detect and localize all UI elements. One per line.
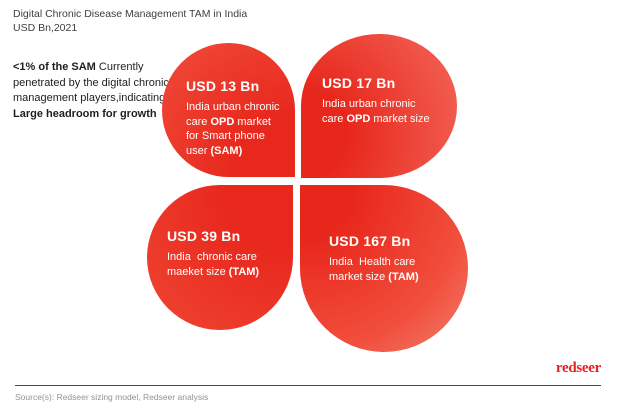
desc-segment-bold: (TAM) bbox=[388, 270, 419, 283]
petal-desc: India chronic care maeket size (TAM) bbox=[167, 250, 275, 279]
desc-segment: India Health care market size bbox=[329, 256, 419, 283]
petal-desc: India urban chronic care OPD market size bbox=[322, 97, 438, 126]
redseer-logo: redseer bbox=[555, 360, 601, 376]
petal-value: USD 13 Bn bbox=[186, 78, 260, 94]
annotation-bold-tail: Large headroom for growth bbox=[13, 107, 157, 120]
page-title: Digital Chronic Disease Management TAM i… bbox=[13, 8, 248, 20]
petal-urban-opd-market: USD 17 Bn India urban chronic care OPD m… bbox=[301, 34, 457, 178]
desc-segment-bold: OPD bbox=[346, 112, 371, 125]
petal-desc: India urban chronic care OPD market for … bbox=[186, 100, 286, 158]
petal-value: USD 167 Bn bbox=[329, 233, 411, 249]
petal-sam-smartphone-opd: USD 13 Bn India urban chronic care OPD m… bbox=[162, 43, 295, 177]
desc-segment: India urban chronic care bbox=[186, 101, 283, 128]
petal-desc: India Health care market size (TAM) bbox=[329, 255, 441, 284]
desc-segment: India chronic care maeket size bbox=[167, 251, 260, 278]
annotation-body: Currently penetrated by the digital chro… bbox=[13, 61, 175, 104]
page-subtitle: USD Bn,2021 bbox=[13, 22, 78, 34]
desc-segment-bold: (TAM) bbox=[228, 265, 260, 278]
header: Digital Chronic Disease Management TAM i… bbox=[13, 7, 247, 35]
desc-segment-bold: OPD bbox=[210, 115, 235, 128]
desc-segment: market size bbox=[370, 112, 430, 125]
source-note: Source(s): Redseer sizing model, Redseer… bbox=[15, 392, 209, 402]
footer-divider bbox=[15, 385, 601, 386]
annotation-headroom: <1% of the SAM Currently penetrated by t… bbox=[13, 60, 176, 122]
desc-segment: market for Smart phone user bbox=[186, 115, 275, 157]
annotation-bold-lead: <1% of the SAM bbox=[13, 61, 96, 73]
petal-value: USD 39 Bn bbox=[167, 228, 241, 244]
petal-chronic-care-tam: USD 39 Bn India chronic care maeket size… bbox=[147, 185, 293, 330]
desc-segment-bold: (SAM) bbox=[210, 144, 243, 157]
desc-segment: India urban chronic care bbox=[322, 98, 419, 125]
petal-value: USD 17 Bn bbox=[322, 75, 396, 91]
petal-healthcare-tam: USD 167 Bn India Health care market size… bbox=[300, 185, 468, 352]
